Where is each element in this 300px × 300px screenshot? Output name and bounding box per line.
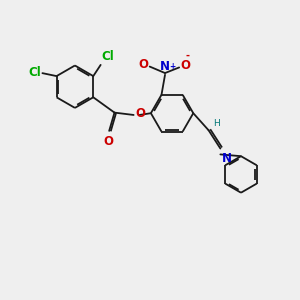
- Text: O: O: [180, 58, 190, 72]
- Text: O: O: [103, 135, 114, 148]
- Text: O: O: [135, 107, 146, 120]
- Text: Cl: Cl: [28, 66, 41, 79]
- Text: +: +: [169, 62, 176, 71]
- Text: O: O: [138, 58, 148, 71]
- Text: H: H: [213, 119, 220, 128]
- Text: Cl: Cl: [101, 50, 114, 63]
- Text: -: -: [186, 51, 190, 61]
- Text: N: N: [222, 152, 232, 165]
- Text: N: N: [160, 60, 170, 73]
